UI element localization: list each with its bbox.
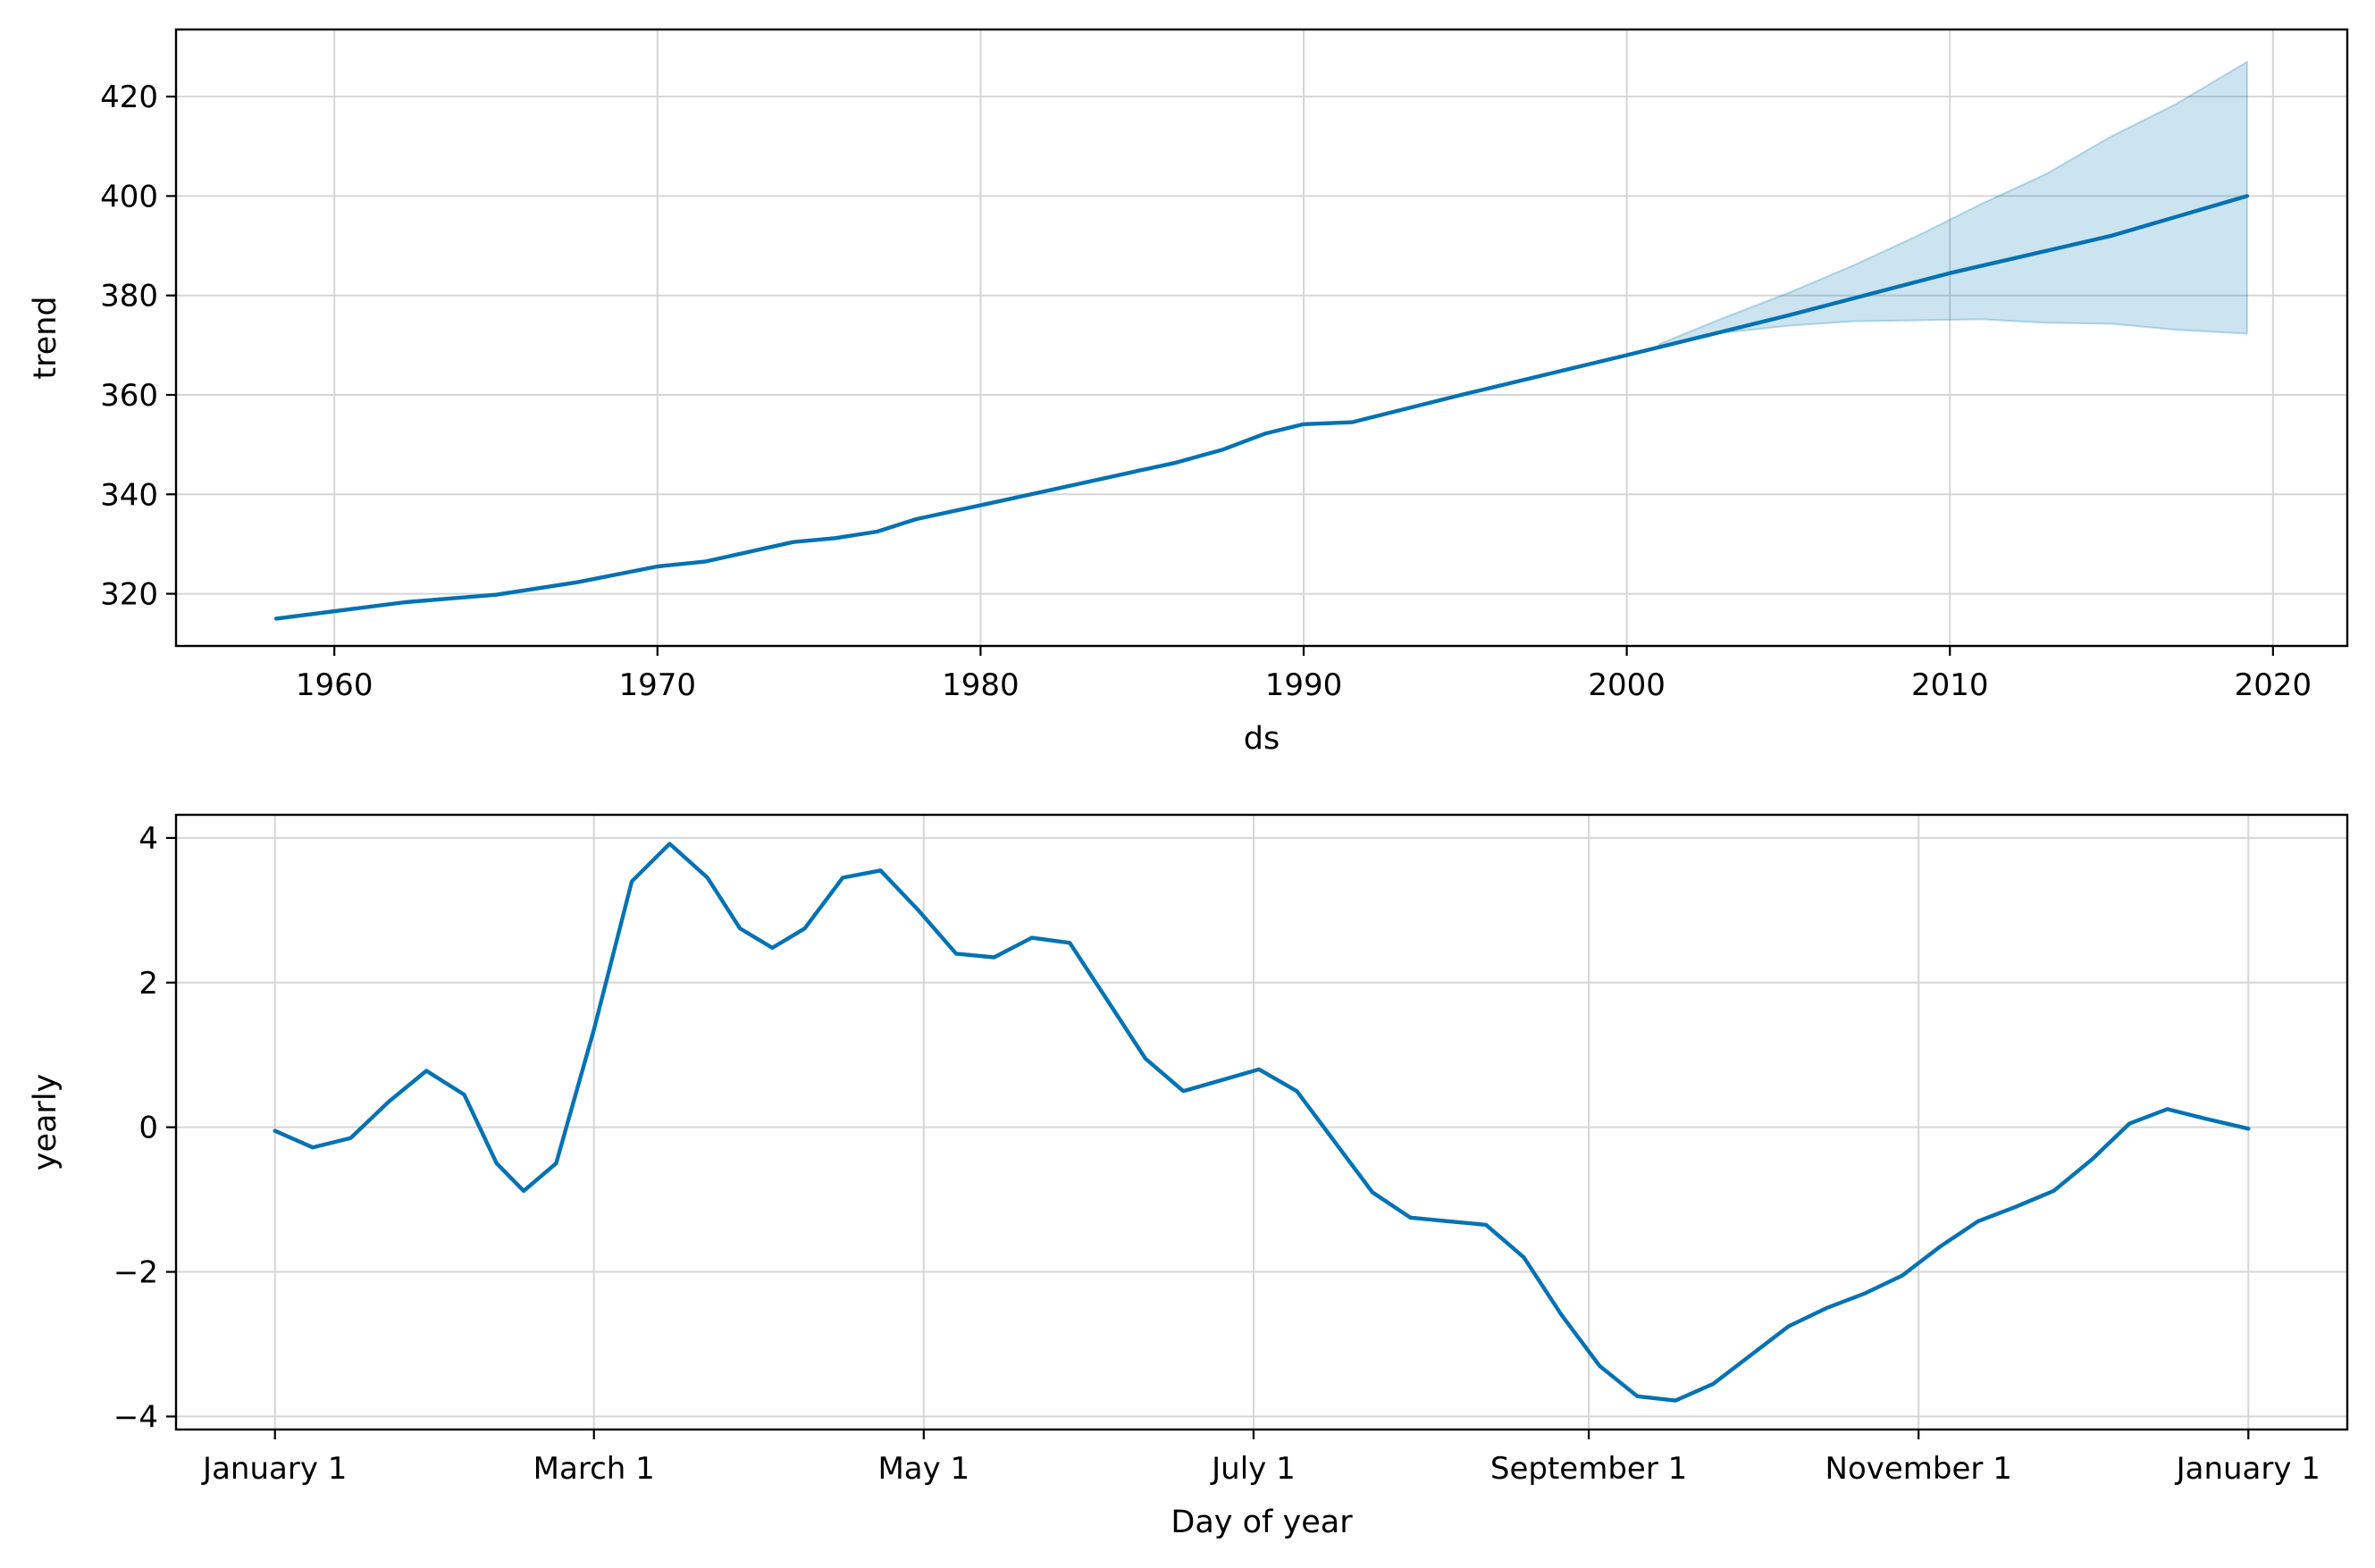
y-tick-label: 400 bbox=[100, 179, 158, 214]
x-tick-label: 2020 bbox=[2235, 667, 2312, 703]
y-axis-label: yearly bbox=[28, 1074, 63, 1171]
yearly-panel: January 1 March 1 May 1 July 1 September 1 No… bbox=[28, 813, 2349, 1540]
x-tick-label: May 1 bbox=[877, 1451, 969, 1487]
y-tick-label: 4 bbox=[138, 821, 158, 857]
y-tick-label: 360 bbox=[100, 378, 158, 414]
x-tick-label: 1990 bbox=[1265, 667, 1343, 703]
plot-frame bbox=[174, 813, 2349, 1431]
yearly-line bbox=[273, 842, 2251, 1403]
y-tick-label: −4 bbox=[113, 1399, 158, 1435]
x-tick-label: January 1 bbox=[2175, 1451, 2320, 1487]
x-tick-label: 2000 bbox=[1588, 667, 1666, 703]
y-tick-label: 380 bbox=[100, 279, 158, 314]
x-tick-label: 1960 bbox=[296, 667, 373, 703]
x-tick-label: July 1 bbox=[1210, 1451, 1296, 1487]
x-tick-label: March 1 bbox=[533, 1451, 655, 1487]
y-tick-label: −2 bbox=[113, 1255, 158, 1291]
y-tick-label: 0 bbox=[138, 1111, 158, 1146]
x-tick-label: November 1 bbox=[1825, 1451, 2012, 1487]
y-tick-label: 340 bbox=[100, 477, 158, 513]
y-axis-label: trend bbox=[28, 296, 63, 379]
trend-panel: 1960 1970 1980 1990 2000 2010 2020 320 340 360 380… bbox=[28, 28, 2349, 757]
y-tick-label: 320 bbox=[100, 577, 158, 613]
y-tick-label: 2 bbox=[138, 966, 158, 1002]
uncertainty-band bbox=[1657, 60, 2248, 348]
y-tick-label: 420 bbox=[100, 80, 158, 115]
x-tick-label: January 1 bbox=[201, 1451, 347, 1487]
x-tick-label: 1970 bbox=[619, 667, 697, 703]
x-tick-label: 2010 bbox=[1911, 667, 1989, 703]
x-tick-label: September 1 bbox=[1490, 1451, 1687, 1487]
trend-line bbox=[273, 194, 2250, 621]
x-axis-label: ds bbox=[1244, 721, 1280, 757]
x-tick-label: 1980 bbox=[942, 667, 1020, 703]
x-axis-label: Day of year bbox=[1171, 1505, 1353, 1540]
plot-frame bbox=[174, 28, 2349, 648]
